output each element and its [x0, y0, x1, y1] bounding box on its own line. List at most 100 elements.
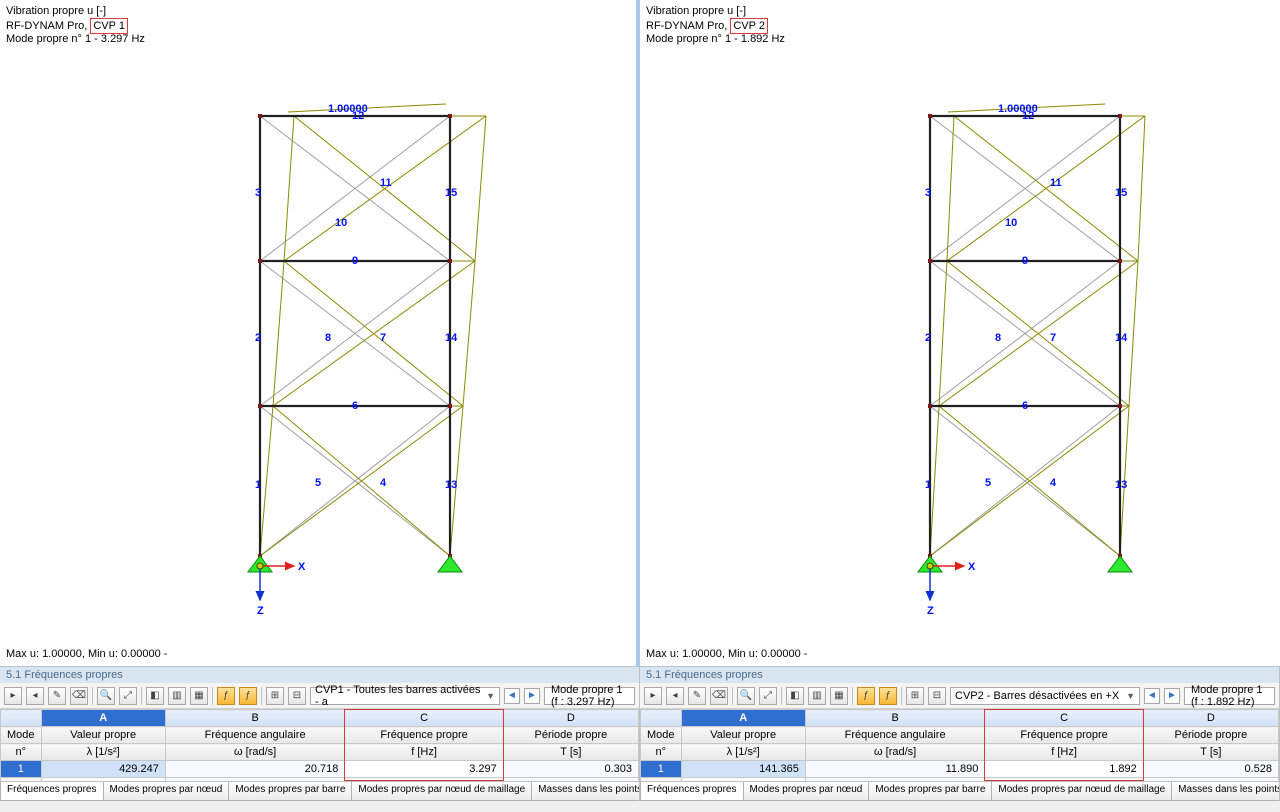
svg-text:10: 10: [335, 217, 347, 229]
results-tab[interactable]: Modes propres par nœud: [743, 782, 870, 801]
results-toolbar: ▸◂✎⌫ 🔍⤢ ◧▥▦ ƒƒ ⊞⊟CVP1 - Toutes les barres ac…: [0, 683, 639, 709]
svg-text:12: 12: [1022, 110, 1034, 122]
toolbar-button[interactable]: ◂: [26, 687, 44, 705]
table-row[interactable]: 1429.24720.7183.2970.303: [1, 761, 639, 778]
svg-text:6: 6: [1022, 400, 1028, 412]
table-row[interactable]: 21430.11237.8176.0190.166: [641, 778, 1279, 782]
results-tab[interactable]: Modes propres par barre: [228, 782, 352, 801]
toolbar-button[interactable]: 🔍: [97, 687, 115, 705]
svg-text:13: 13: [445, 479, 457, 491]
vp-title-line3: Mode propre n° 1 - 3.297 Hz: [6, 32, 145, 46]
toolbar-button[interactable]: ⤢: [759, 687, 777, 705]
results-panel-left: 5.1 Fréquences propres▸◂✎⌫🔍⤢◧▥▦ƒƒ⊞⊟CVP1 …: [0, 666, 640, 801]
toolbar-button[interactable]: ƒ: [879, 687, 897, 705]
toolbar-button[interactable]: ▸: [4, 687, 22, 705]
toolbar-button[interactable]: ⊞: [266, 687, 284, 705]
toolbar-button[interactable]: ◧: [786, 687, 804, 705]
svg-text:4: 4: [1050, 477, 1057, 489]
results-tabstrip: Fréquences propresModes propres par nœud…: [0, 781, 639, 801]
case-combo[interactable]: CVP2 - Barres désactivées en +X▼: [950, 687, 1140, 705]
viewport-right[interactable]: Vibration propre u [-] RF-DYNAM Pro, CVP…: [640, 0, 1280, 666]
toolbar-button[interactable]: ⊞: [906, 687, 924, 705]
svg-text:4: 4: [380, 477, 387, 489]
svg-text:2: 2: [925, 332, 931, 344]
results-tab[interactable]: Fréquences propres: [640, 782, 744, 801]
vp-title-line1: Vibration propre u [-]: [646, 4, 746, 18]
toolbar-button[interactable]: ⊟: [928, 687, 946, 705]
results-tab[interactable]: Modes propres par barre: [868, 782, 992, 801]
case-combo[interactable]: CVP1 - Toutes les barres activées - a▼: [310, 687, 500, 705]
results-tab[interactable]: Fréquences propres: [0, 782, 104, 801]
results-tab[interactable]: Masses dans les points de maillage: [1171, 782, 1279, 801]
svg-text:Z: Z: [257, 605, 264, 616]
table-row[interactable]: 1141.36511.8901.8920.528: [641, 761, 1279, 778]
svg-text:2: 2: [255, 332, 261, 344]
svg-text:5: 5: [315, 477, 321, 489]
toolbar-button[interactable]: ƒ: [239, 687, 257, 705]
svg-text:6: 6: [352, 400, 358, 412]
toolbar-button[interactable]: ⤢: [119, 687, 137, 705]
toolbar-button[interactable]: ▸: [644, 687, 662, 705]
toolbar-button[interactable]: ƒ: [217, 687, 235, 705]
toolbar-button[interactable]: ⊟: [288, 687, 306, 705]
svg-text:7: 7: [1050, 332, 1056, 344]
results-panel-right: 5.1 Fréquences propres ▸◂✎⌫ 🔍⤢ ◧▥▦ ƒƒ ⊞⊟CVP2 …: [640, 666, 1280, 801]
table-row[interactable]: 24953.76670.38311.2020.089: [1, 778, 639, 782]
maxmin-label: Max u: 1.00000, Min u: 0.00000 -: [6, 648, 167, 660]
vp-title-line1: Vibration propre u [-]: [6, 4, 106, 18]
svg-text:15: 15: [1115, 187, 1127, 199]
svg-text:14: 14: [445, 332, 458, 344]
next-case-button[interactable]: ►: [1164, 688, 1180, 704]
structure-diagram-left: 1.00000XZ123131415691245781011: [170, 56, 500, 616]
svg-text:3: 3: [925, 187, 931, 199]
toolbar-button[interactable]: ⌫: [710, 687, 728, 705]
svg-text:X: X: [298, 561, 306, 573]
vp-title-line3: Mode propre n° 1 - 1.892 Hz: [646, 32, 785, 46]
results-tab[interactable]: Modes propres par nœud: [103, 782, 230, 801]
svg-text:8: 8: [325, 332, 331, 344]
svg-text:12: 12: [352, 110, 364, 122]
results-toolbar: ▸◂✎⌫ 🔍⤢ ◧▥▦ ƒƒ ⊞⊟CVP2 - Barres désactivées e…: [640, 683, 1279, 709]
toolbar-button[interactable]: ✎: [48, 687, 66, 705]
results-tabstrip: Fréquences propresModes propres par nœud…: [640, 781, 1279, 801]
mode-label: Mode propre 1 (f : 1.892 Hz): [1184, 687, 1275, 705]
mode-label: Mode propre 1 (f : 3.297 Hz): [544, 687, 635, 705]
svg-text:7: 7: [380, 332, 386, 344]
toolbar-button[interactable]: 🔍: [737, 687, 755, 705]
svg-text:9: 9: [352, 255, 358, 267]
toolbar-button[interactable]: ◧: [146, 687, 164, 705]
svg-text:X: X: [968, 561, 976, 573]
results-tab[interactable]: Modes propres par nœud de maillage: [991, 782, 1172, 801]
svg-text:1: 1: [925, 479, 931, 491]
svg-text:8: 8: [995, 332, 1001, 344]
svg-text:1: 1: [255, 479, 261, 491]
next-case-button[interactable]: ►: [524, 688, 540, 704]
maxmin-label: Max u: 1.00000, Min u: 0.00000 -: [646, 648, 807, 660]
results-tab[interactable]: Modes propres par nœud de maillage: [351, 782, 532, 801]
toolbar-button[interactable]: ▥: [168, 687, 186, 705]
svg-text:15: 15: [445, 187, 457, 199]
frequencies-table: ABCDModeValeur propreFréquence angulaire…: [640, 709, 1279, 781]
svg-text:3: 3: [255, 187, 261, 199]
svg-text:Z: Z: [927, 605, 934, 616]
section-title: 5.1 Fréquences propres: [640, 666, 1279, 683]
toolbar-button[interactable]: ▦: [190, 687, 208, 705]
svg-text:9: 9: [1022, 255, 1028, 267]
frequencies-table: ABCDModeValeur propreFréquence angulaire…: [0, 709, 639, 781]
svg-text:5: 5: [985, 477, 991, 489]
toolbar-button[interactable]: ▥: [808, 687, 826, 705]
toolbar-button[interactable]: ƒ: [857, 687, 875, 705]
structure-diagram-right: 1.00000XZ123131415691245781011: [840, 56, 1170, 616]
toolbar-button[interactable]: ▦: [830, 687, 848, 705]
svg-text:10: 10: [1005, 217, 1017, 229]
svg-text:14: 14: [1115, 332, 1128, 344]
results-tab[interactable]: Masses dans les points de maillage: [531, 782, 639, 801]
toolbar-button[interactable]: ✎: [688, 687, 706, 705]
svg-text:11: 11: [1050, 177, 1062, 189]
toolbar-button[interactable]: ⌫: [70, 687, 88, 705]
toolbar-button[interactable]: ◂: [666, 687, 684, 705]
prev-case-button[interactable]: ◄: [1144, 688, 1160, 704]
svg-text:13: 13: [1115, 479, 1127, 491]
prev-case-button[interactable]: ◄: [504, 688, 520, 704]
viewport-left[interactable]: Vibration propre u [-] RF-DYNAM Pro, CVP…: [0, 0, 640, 666]
